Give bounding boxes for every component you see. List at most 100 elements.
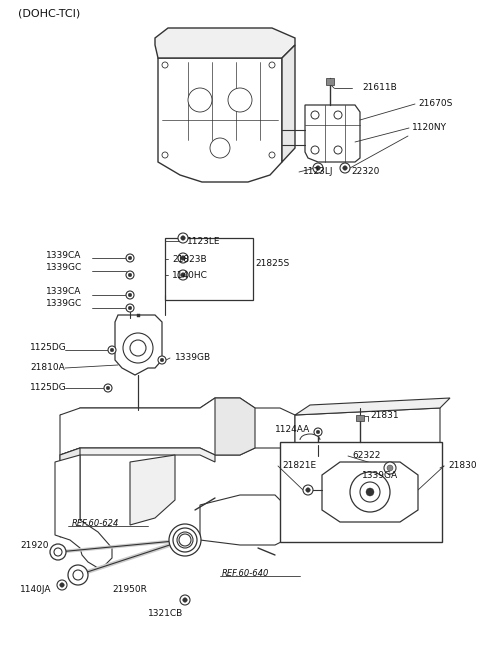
Text: 1140JA: 1140JA: [20, 586, 51, 594]
Polygon shape: [282, 45, 295, 162]
Circle shape: [340, 163, 350, 173]
Text: 1321CB: 1321CB: [148, 609, 183, 619]
Circle shape: [110, 348, 114, 352]
Circle shape: [169, 524, 201, 556]
Polygon shape: [158, 58, 282, 182]
Polygon shape: [60, 448, 80, 537]
Circle shape: [181, 236, 185, 240]
Circle shape: [316, 430, 320, 434]
Circle shape: [179, 534, 191, 546]
Bar: [326, 78, 334, 85]
Bar: [136, 314, 140, 316]
Circle shape: [128, 293, 132, 297]
Polygon shape: [295, 398, 450, 415]
Text: (DOHC-TCI): (DOHC-TCI): [18, 9, 80, 19]
Text: 21821E: 21821E: [282, 462, 316, 470]
Text: 1123LJ: 1123LJ: [303, 167, 334, 176]
Text: 21920: 21920: [20, 541, 48, 550]
Polygon shape: [55, 455, 112, 568]
Circle shape: [158, 356, 166, 364]
Circle shape: [303, 485, 313, 495]
Circle shape: [366, 488, 374, 496]
Circle shape: [228, 88, 252, 112]
Text: 21950R: 21950R: [112, 586, 147, 594]
Circle shape: [173, 528, 197, 552]
Circle shape: [350, 472, 390, 512]
Circle shape: [269, 62, 275, 68]
Polygon shape: [322, 462, 418, 522]
Text: 1339GC: 1339GC: [46, 298, 82, 308]
Text: 1125DG: 1125DG: [30, 384, 67, 392]
Circle shape: [57, 580, 67, 590]
Circle shape: [311, 111, 319, 119]
Circle shape: [188, 88, 212, 112]
Circle shape: [313, 163, 323, 173]
Text: 21810A: 21810A: [30, 363, 65, 373]
Text: 21825S: 21825S: [255, 258, 289, 268]
Circle shape: [73, 570, 83, 580]
Circle shape: [106, 386, 110, 390]
Circle shape: [128, 256, 132, 260]
Circle shape: [360, 482, 380, 502]
Circle shape: [128, 273, 132, 277]
Circle shape: [181, 256, 185, 260]
Bar: [280, 442, 442, 542]
Circle shape: [160, 358, 164, 362]
Circle shape: [334, 146, 342, 154]
Text: 21611B: 21611B: [362, 83, 397, 92]
Circle shape: [314, 428, 322, 436]
Polygon shape: [155, 28, 295, 58]
Circle shape: [181, 273, 185, 277]
Circle shape: [178, 253, 188, 263]
Text: 21823B: 21823B: [172, 255, 206, 264]
Text: 1339CA: 1339CA: [46, 251, 82, 260]
Circle shape: [130, 340, 146, 356]
Circle shape: [343, 166, 347, 171]
Circle shape: [178, 270, 188, 280]
Text: 1339GA: 1339GA: [362, 472, 398, 480]
Polygon shape: [60, 398, 215, 418]
Polygon shape: [305, 105, 360, 162]
Circle shape: [104, 384, 112, 392]
Circle shape: [108, 346, 116, 354]
Circle shape: [210, 138, 230, 158]
Text: 1124AA: 1124AA: [275, 426, 310, 434]
Text: 21670S: 21670S: [418, 100, 452, 108]
Polygon shape: [60, 398, 295, 455]
Bar: [356, 415, 364, 421]
Text: 1120NY: 1120NY: [412, 123, 447, 133]
Circle shape: [128, 306, 132, 310]
Text: 1140HC: 1140HC: [172, 270, 208, 279]
Circle shape: [180, 595, 190, 605]
Text: 21831: 21831: [370, 411, 398, 420]
Circle shape: [126, 254, 134, 262]
Circle shape: [50, 544, 66, 560]
Polygon shape: [60, 448, 215, 462]
Text: 1123LE: 1123LE: [187, 237, 220, 245]
Text: 1125DG: 1125DG: [30, 344, 67, 352]
Circle shape: [334, 111, 342, 119]
Circle shape: [269, 152, 275, 158]
Polygon shape: [130, 455, 175, 525]
Circle shape: [178, 233, 188, 243]
Circle shape: [183, 598, 187, 602]
Circle shape: [54, 548, 62, 556]
Polygon shape: [115, 315, 162, 375]
Text: REF.60-640: REF.60-640: [222, 569, 269, 579]
Text: 21830: 21830: [448, 462, 477, 470]
Text: 22320: 22320: [351, 167, 379, 176]
Circle shape: [384, 462, 396, 474]
Circle shape: [311, 146, 319, 154]
Text: 1339GB: 1339GB: [175, 354, 211, 363]
Text: 62322: 62322: [352, 451, 380, 461]
Circle shape: [306, 488, 310, 492]
Polygon shape: [295, 408, 440, 455]
Polygon shape: [215, 398, 255, 455]
Circle shape: [126, 304, 134, 312]
Circle shape: [123, 333, 153, 363]
Circle shape: [177, 532, 193, 548]
Circle shape: [126, 291, 134, 299]
Circle shape: [162, 62, 168, 68]
Circle shape: [162, 152, 168, 158]
Circle shape: [316, 166, 320, 171]
